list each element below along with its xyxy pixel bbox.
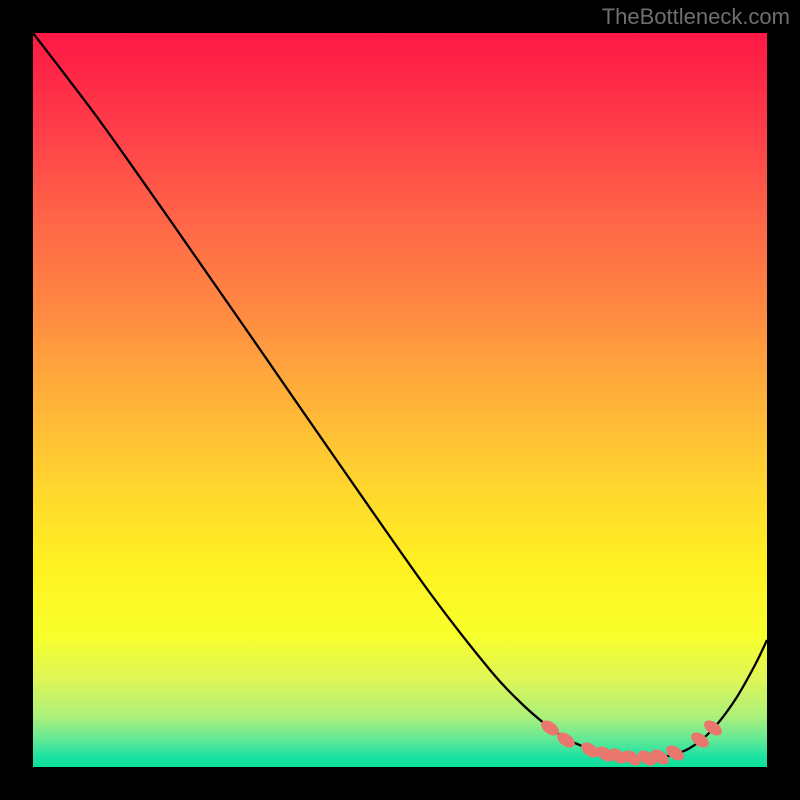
chart-svg [0,0,800,800]
bottleneck-curve-chart [0,0,800,800]
gradient-plot-area [33,33,767,767]
watermark-text: TheBottleneck.com [602,4,790,30]
